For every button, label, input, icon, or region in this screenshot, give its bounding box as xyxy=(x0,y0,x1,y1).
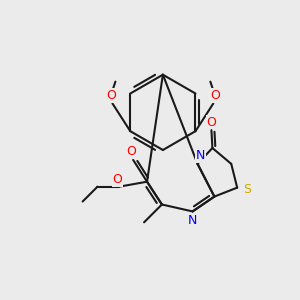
Text: O: O xyxy=(106,89,116,102)
Text: O: O xyxy=(206,116,216,129)
Text: O: O xyxy=(126,146,136,158)
Text: N: N xyxy=(196,149,205,162)
Text: S: S xyxy=(243,183,251,196)
Text: N: N xyxy=(188,214,197,227)
Text: O: O xyxy=(210,89,220,102)
Text: O: O xyxy=(112,173,122,186)
